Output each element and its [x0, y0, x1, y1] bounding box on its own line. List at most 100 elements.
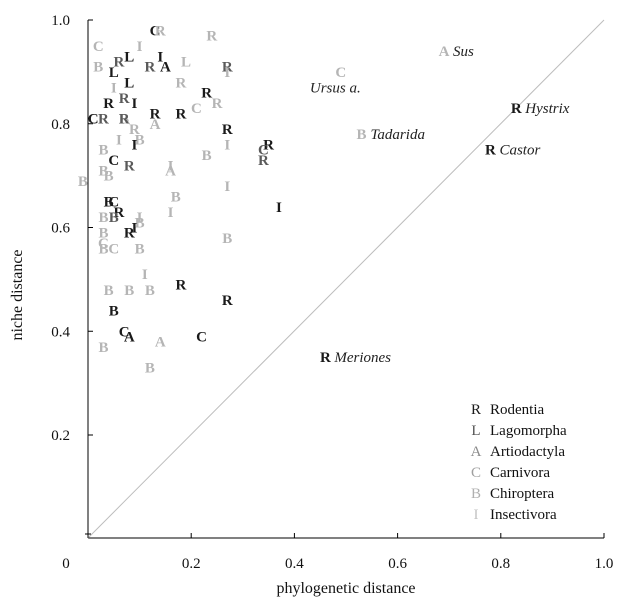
point-B: B: [135, 132, 145, 148]
point-C: C: [258, 143, 269, 159]
point-B: B: [171, 189, 181, 205]
point-C: C: [191, 101, 202, 117]
reference-line: [87, 19, 605, 539]
point-B: B: [104, 283, 114, 299]
point-B: B: [98, 210, 108, 226]
point-R: R: [263, 138, 274, 154]
point-R: R: [175, 75, 186, 91]
y-tick-label: 1.0: [51, 13, 70, 29]
x-tick-label: 0.4: [285, 556, 304, 572]
point-B: B: [135, 215, 145, 231]
point-R: R: [150, 106, 161, 122]
point-R: R: [144, 60, 155, 76]
point-L: L: [124, 75, 134, 91]
point-B: B: [104, 195, 114, 211]
point-B: B: [109, 304, 119, 320]
point-A: A: [165, 163, 176, 179]
point-B: B: [202, 148, 212, 164]
point-R: R: [485, 143, 496, 159]
point-I: I: [224, 138, 230, 154]
legend-label: Carnivora: [490, 465, 550, 481]
point-I: I: [142, 267, 148, 283]
point-B: B: [145, 361, 155, 377]
point-B: B: [124, 283, 134, 299]
y-tick-label: 0.8: [51, 117, 70, 133]
point-I: I: [224, 65, 230, 81]
point-B: B: [98, 226, 108, 242]
point-B: B: [98, 340, 108, 356]
y-axis-title: niche distance: [9, 249, 26, 340]
x-axis-title: phylogenetic distance: [276, 580, 415, 597]
point-C: C: [98, 236, 109, 252]
legend-symbol-R: R: [471, 402, 481, 418]
point-R: R: [206, 29, 217, 45]
point-R: R: [114, 55, 125, 71]
point-L: L: [181, 55, 191, 71]
annotation-label: Tadarida: [370, 127, 424, 143]
x-tick-label: 0.8: [491, 556, 510, 572]
point-R: R: [222, 293, 233, 309]
point-I: I: [168, 158, 174, 174]
point-R: R: [258, 153, 269, 169]
legend-label: Lagomorpha: [490, 423, 567, 439]
annotation-label: Hystrix: [524, 101, 570, 117]
point-C: C: [88, 112, 99, 128]
point-C: C: [93, 39, 104, 55]
point-I: I: [111, 80, 117, 96]
point-I: I: [132, 138, 138, 154]
point-B: B: [98, 241, 108, 257]
point-R: R: [114, 205, 125, 221]
annotation-label: Ursus a.: [310, 80, 361, 96]
point-L: L: [124, 49, 134, 65]
point-I: I: [224, 179, 230, 195]
x-tick-label: 0.2: [182, 556, 201, 572]
point-A: A: [439, 44, 450, 60]
point-I: I: [137, 39, 143, 55]
point-B: B: [98, 163, 108, 179]
point-R: R: [124, 226, 135, 242]
point-A: A: [160, 60, 171, 76]
point-R: R: [320, 350, 331, 366]
point-B: B: [119, 112, 129, 128]
point-R: R: [155, 23, 166, 39]
point-B: B: [78, 174, 88, 190]
point-B: B: [145, 283, 155, 299]
x-tick-label: 0.6: [388, 556, 407, 572]
point-I: I: [132, 221, 138, 237]
point-I: I: [116, 132, 122, 148]
x-tick-label: 1.0: [595, 556, 614, 572]
point-R: R: [129, 122, 140, 138]
legend-symbol-L: L: [471, 423, 480, 439]
point-B: B: [135, 241, 145, 257]
point-R: R: [119, 112, 130, 128]
point-R: R: [103, 96, 114, 112]
legend-label: Artiodactyla: [490, 444, 565, 460]
x-tick-label: 0: [62, 556, 70, 572]
point-R: R: [511, 101, 522, 117]
point-B: B: [109, 210, 119, 226]
y-tick-label: 0.6: [51, 221, 70, 237]
point-R: R: [175, 106, 186, 122]
annotation-label: Meriones: [333, 350, 391, 366]
point-I: I: [137, 210, 143, 226]
point-B: B: [356, 127, 366, 143]
point-B: B: [222, 231, 232, 247]
legend-label: Rodentia: [490, 402, 544, 418]
legend-symbol-C: C: [471, 465, 481, 481]
point-L: L: [109, 65, 119, 81]
point-I: I: [168, 205, 174, 221]
point-C: C: [196, 329, 207, 345]
point-C: C: [108, 195, 119, 211]
point-R: R: [212, 96, 223, 112]
legend: R Rodentia L Lagomorpha A Artiodactyla C Carniv…: [471, 402, 567, 523]
legend-symbol-I: I: [474, 507, 479, 523]
annotation-label: Sus: [453, 44, 474, 60]
legend-label: Insectivora: [490, 507, 557, 523]
point-R: R: [98, 112, 109, 128]
legend-symbol-A: A: [471, 444, 482, 460]
point-B: B: [93, 60, 103, 76]
point-R: R: [201, 86, 212, 102]
point-C: C: [335, 65, 346, 81]
